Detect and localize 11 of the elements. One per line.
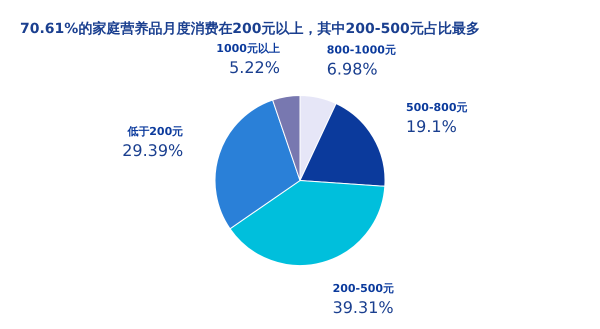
slice-label: 低于200元 [126,124,184,138]
data-label: 29.39% [122,140,184,160]
chart-title: 70.61%的家庭营养品月度消费在200元以上，其中200-500元占比最多 [20,20,480,37]
data-label: 39.31% [332,298,394,318]
slice-label: 200-500元 [332,282,394,296]
data-label: 19.1% [406,117,457,136]
data-label: 6.98% [326,59,378,78]
data-label: 5.22% [229,58,280,78]
slice-label: 1000元以上 [216,42,280,56]
slice-label: 800-1000元 [326,43,396,56]
slice-label: 500-800元 [406,101,468,114]
